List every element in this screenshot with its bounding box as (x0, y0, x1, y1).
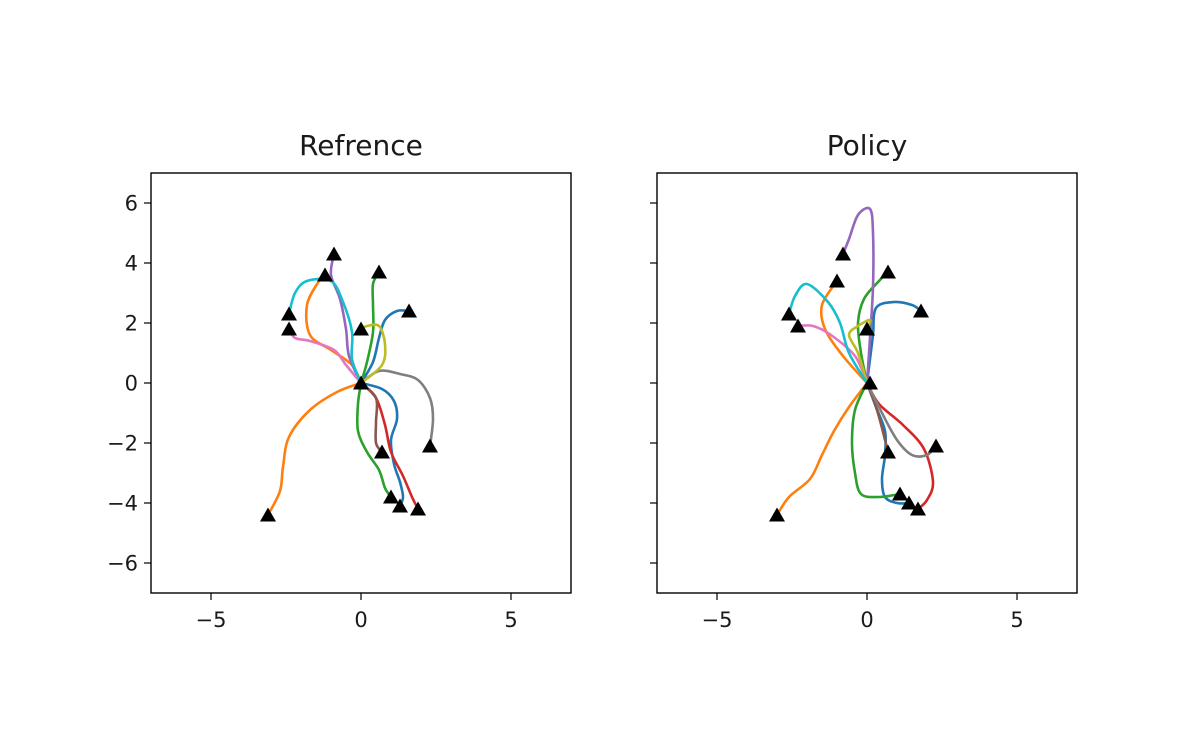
reference-triangle-marker-9 (374, 444, 390, 459)
reference-title: Refrence (299, 129, 423, 162)
reference-trajectory-11 (359, 323, 387, 385)
reference-xtick-label: −5 (196, 608, 227, 632)
reference-triangle-marker-3 (326, 246, 342, 261)
policy-triangle-marker-8 (928, 438, 944, 453)
policy-xtick-label: −5 (702, 608, 733, 632)
reference-xtick-label: 0 (354, 608, 367, 632)
reference-triangle-marker-13 (410, 501, 426, 516)
reference-trajectory-2 (266, 381, 363, 517)
policy-triangle-marker-9 (880, 444, 896, 459)
policy-subplot: Policy −5 0 5 (650, 129, 1078, 632)
reference-trajectory-9 (287, 327, 363, 385)
reference-ytick-label: −6 (107, 552, 138, 576)
reference-trajectory-6 (359, 381, 420, 511)
reference-triangle-marker-6 (281, 321, 297, 336)
policy-trajectory-4 (856, 270, 890, 385)
policy-triangle-marker-3 (835, 246, 851, 261)
policy-triangle-marker-12 (901, 495, 917, 510)
policy-xtick-label: 5 (1010, 608, 1023, 632)
reference-triangle-marker-12 (392, 498, 408, 513)
reference-subplot: Refrence −5 0 5 −6 −4 −2 0 2 4 6 (107, 129, 572, 632)
reference-trajectory-5 (355, 381, 393, 499)
reference-triangle-marker-7 (353, 321, 369, 336)
reference-trajectories (266, 252, 435, 517)
policy-markers (769, 246, 944, 522)
policy-triangle-marker-5 (781, 306, 797, 321)
policy-triangle-marker-4 (829, 273, 845, 288)
reference-triangle-marker-10 (260, 507, 276, 522)
policy-triangle-marker-13 (910, 501, 926, 516)
policy-trajectory-2 (775, 381, 869, 517)
reference-markers (260, 246, 438, 522)
policy-triangle-marker-0 (862, 375, 878, 390)
reference-trajectory-1 (359, 381, 405, 508)
reference-triangle-marker-11 (383, 489, 399, 504)
policy-trajectory-6 (865, 381, 935, 511)
policy-xtick-label: 0 (860, 608, 873, 632)
reference-triangle-marker-0 (353, 375, 369, 390)
policy-triangle-marker-1 (913, 303, 929, 318)
reference-trajectory-12 (287, 277, 363, 385)
reference-trajectory-10 (359, 369, 435, 448)
policy-trajectories (775, 206, 938, 517)
policy-triangle-marker-2 (880, 264, 896, 279)
reference-triangle-marker-2 (371, 264, 387, 279)
reference-triangle-marker-5 (281, 306, 297, 321)
policy-trajectory-9 (796, 324, 869, 385)
policy-triangle-marker-10 (769, 507, 785, 522)
policy-triangle-marker-11 (892, 486, 908, 501)
reference-trajectory-8 (359, 381, 384, 454)
policy-trajectory-10 (865, 381, 938, 458)
policy-triangle-marker-7 (859, 321, 875, 336)
reference-trajectory-4 (359, 270, 381, 385)
reference-trajectory-7 (329, 252, 363, 385)
reference-ytick-label: 6 (125, 192, 138, 216)
reference-xtick-label: 5 (504, 608, 517, 632)
reference-ytick-label: 4 (125, 252, 138, 276)
reference-ytick-label: −4 (107, 492, 138, 516)
policy-title: Policy (827, 129, 908, 162)
policy-triangle-marker-6 (790, 318, 806, 333)
reference-triangle-marker-1 (401, 303, 417, 318)
policy-trajectory-12 (787, 282, 869, 385)
reference-triangle-marker-8 (422, 438, 438, 453)
reference-triangle-marker-4 (317, 267, 333, 282)
reference-ytick-label: −2 (107, 432, 138, 456)
reference-ytick-label: 2 (125, 312, 138, 336)
reference-ytick-label: 0 (125, 372, 138, 396)
policy-trajectory-11 (847, 318, 872, 385)
policy-trajectory-0 (865, 300, 923, 385)
policy-trajectory-5 (850, 381, 902, 499)
